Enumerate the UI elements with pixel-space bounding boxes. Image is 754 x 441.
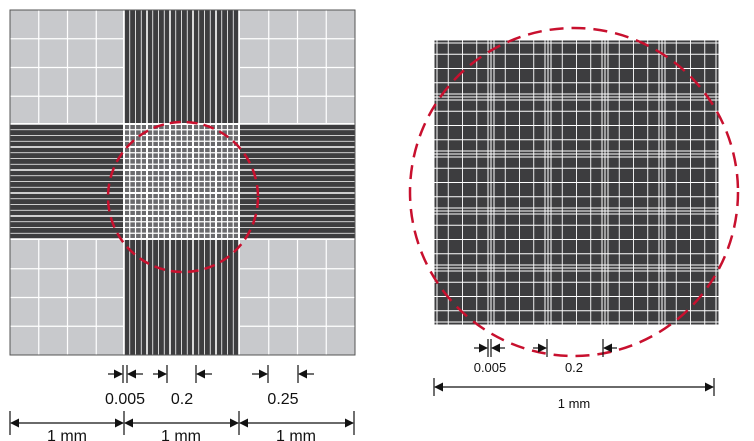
right-magnification-circle [408, 26, 740, 358]
left-chamber-border [9, 9, 356, 356]
left-coarse-spacing-label: 0.25 [267, 391, 298, 408]
left-magnification-circle [106, 120, 260, 274]
left-center-square [123, 123, 240, 240]
right-fine-spacing-label: 0.005 [474, 360, 507, 375]
right-span-label: 1 mm [558, 396, 591, 411]
left-counting-chamber [9, 9, 356, 356]
right-medium-spacing-label: 0.2 [565, 360, 583, 375]
left-fine-spacing-label: 0.005 [105, 391, 145, 408]
right-small-dimensions [474, 339, 617, 357]
span-label-1: 1 mm [47, 428, 87, 441]
span-label-3: 1 mm [276, 428, 316, 441]
right-magnified-square [408, 26, 740, 358]
left-medium-spacing-label: 0.2 [171, 391, 193, 408]
span-label-2: 1 mm [161, 428, 201, 441]
left-small-dimensions [108, 365, 314, 383]
left-span-dimensions [9, 411, 355, 435]
right-span-dimension [433, 378, 715, 396]
right-fine-grid [433, 39, 720, 326]
